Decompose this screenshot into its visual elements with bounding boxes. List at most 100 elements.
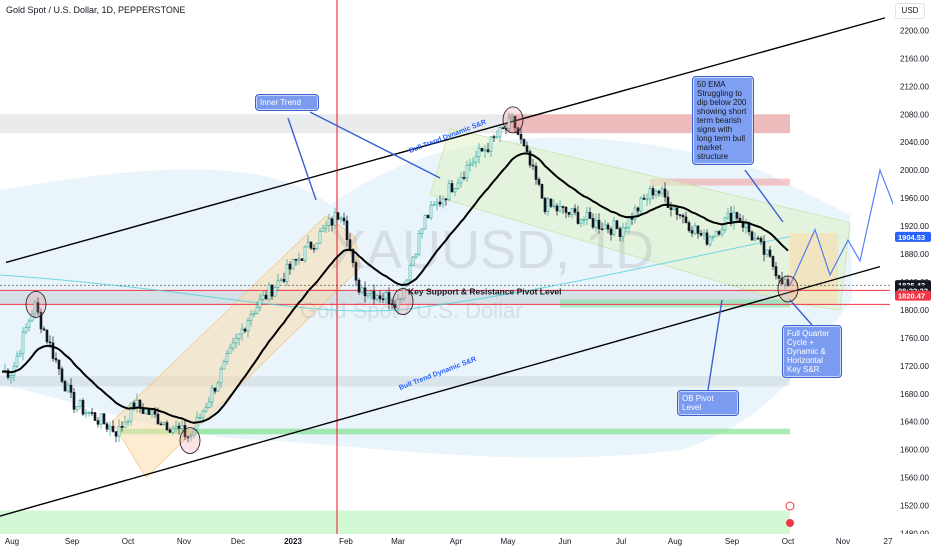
candle-body: [276, 280, 280, 288]
inner-trend-note[interactable]: Inner Trend: [255, 94, 319, 111]
candle-body: [714, 231, 718, 238]
upper-trendline: [5, 17, 886, 264]
candle-body: [765, 249, 769, 255]
candle-body: [582, 218, 586, 221]
candle-body: [594, 219, 598, 228]
candle-body: [312, 248, 316, 250]
candle-body: [429, 204, 433, 219]
candle-body: [198, 416, 202, 419]
candle-body: [717, 231, 721, 235]
price-badge: [895, 231, 931, 242]
price-tick-label: 2080.00: [900, 110, 929, 119]
candle-body: [408, 264, 412, 281]
ob-pivot-arrow: [707, 299, 723, 391]
candle-body: [552, 205, 556, 208]
ema-200-line: [0, 236, 791, 312]
time-tick-label: May: [500, 537, 515, 546]
candle-body: [471, 161, 475, 165]
candle-body: [327, 218, 331, 226]
price-tick-label: 1520.00: [900, 502, 929, 511]
ema-note[interactable]: 50 EMA Struggling to dip below 200 showi…: [692, 76, 754, 165]
candle-body: [201, 410, 205, 418]
candle-body: [69, 384, 73, 393]
candle-body: [414, 253, 418, 258]
candle-body: [234, 338, 238, 344]
candle-body: [651, 188, 655, 196]
candle-body: [78, 400, 82, 407]
candle-body: [342, 217, 346, 222]
candle-body: [150, 410, 154, 415]
candle-body: [72, 392, 76, 410]
candle-body: [771, 256, 775, 267]
candle-body: [759, 238, 763, 242]
candle-body: [600, 228, 604, 231]
lower-trendline: [0, 265, 881, 517]
candle-body: [174, 425, 178, 429]
candle-body: [510, 116, 514, 119]
green-pivot-strip: [560, 299, 790, 308]
projection-path: [789, 168, 896, 286]
candle-body: [390, 303, 394, 305]
candle-body: [411, 256, 415, 266]
candle-body: [354, 262, 358, 281]
candle-body: [699, 233, 703, 236]
ob-pivot-note[interactable]: OB Pivot Level: [677, 390, 739, 416]
price-badge-label: 1820.47: [898, 292, 925, 301]
candle-body: [783, 279, 787, 285]
candle-body: [147, 409, 151, 415]
candle-body: [222, 361, 226, 370]
candle-body: [396, 299, 400, 309]
candle-body: [96, 420, 100, 425]
candle-body: [744, 223, 748, 228]
candle-body: [432, 204, 436, 206]
quarter-cycle-note[interactable]: Full Quarter Cycle + Dynamic & Horizonta…: [782, 325, 842, 378]
candle-body: [42, 328, 46, 331]
circle-may-high: [502, 106, 524, 134]
minor-supply-zone: [650, 178, 790, 186]
candle-body: [558, 206, 562, 212]
candle-body: [495, 136, 499, 139]
candle-body: [60, 368, 64, 382]
price-tick-label: 1640.00: [900, 418, 929, 427]
candle-body: [75, 405, 79, 410]
candle-body: [441, 198, 445, 205]
candle-body: [606, 224, 610, 230]
candle-body: [366, 293, 370, 297]
candle-body: [36, 302, 40, 313]
time-tick-label: Sep: [65, 537, 80, 546]
candle-body: [315, 242, 319, 249]
candle-body: [534, 165, 538, 180]
candle-body: [357, 279, 361, 293]
candle-body: [99, 413, 103, 425]
candle-body: [183, 425, 187, 438]
time-tick-label: Jun: [559, 537, 572, 546]
candle-body: [228, 347, 232, 354]
candle-body: [525, 145, 529, 152]
candle-body: [459, 177, 463, 184]
price-tick-label: 1720.00: [900, 362, 929, 371]
candle-body: [66, 384, 70, 392]
candle-body: [555, 205, 559, 212]
candle-body: [537, 179, 541, 185]
candle-body: [144, 409, 148, 414]
time-tick-label: Aug: [5, 537, 19, 546]
currency-button[interactable]: USD: [895, 3, 925, 19]
candle-body: [513, 116, 517, 129]
candle-body: [258, 299, 262, 308]
price-tick-label: 1760.00: [900, 334, 929, 343]
candle-body: [84, 412, 88, 415]
time-tick-label: Aug: [668, 537, 682, 546]
candle-body: [93, 412, 97, 421]
candle-body: [585, 211, 589, 220]
candle-body: [273, 287, 277, 297]
time-tick-label: Apr: [450, 537, 463, 546]
price-tick-label: 1960.00: [900, 194, 929, 203]
candle-body: [6, 370, 10, 378]
price-tick-label: 2120.00: [900, 82, 929, 91]
candle-body: [735, 212, 739, 219]
candle-body: [489, 136, 493, 152]
candle-body: [729, 212, 733, 224]
price-tick-label: 1880.00: [900, 250, 929, 259]
